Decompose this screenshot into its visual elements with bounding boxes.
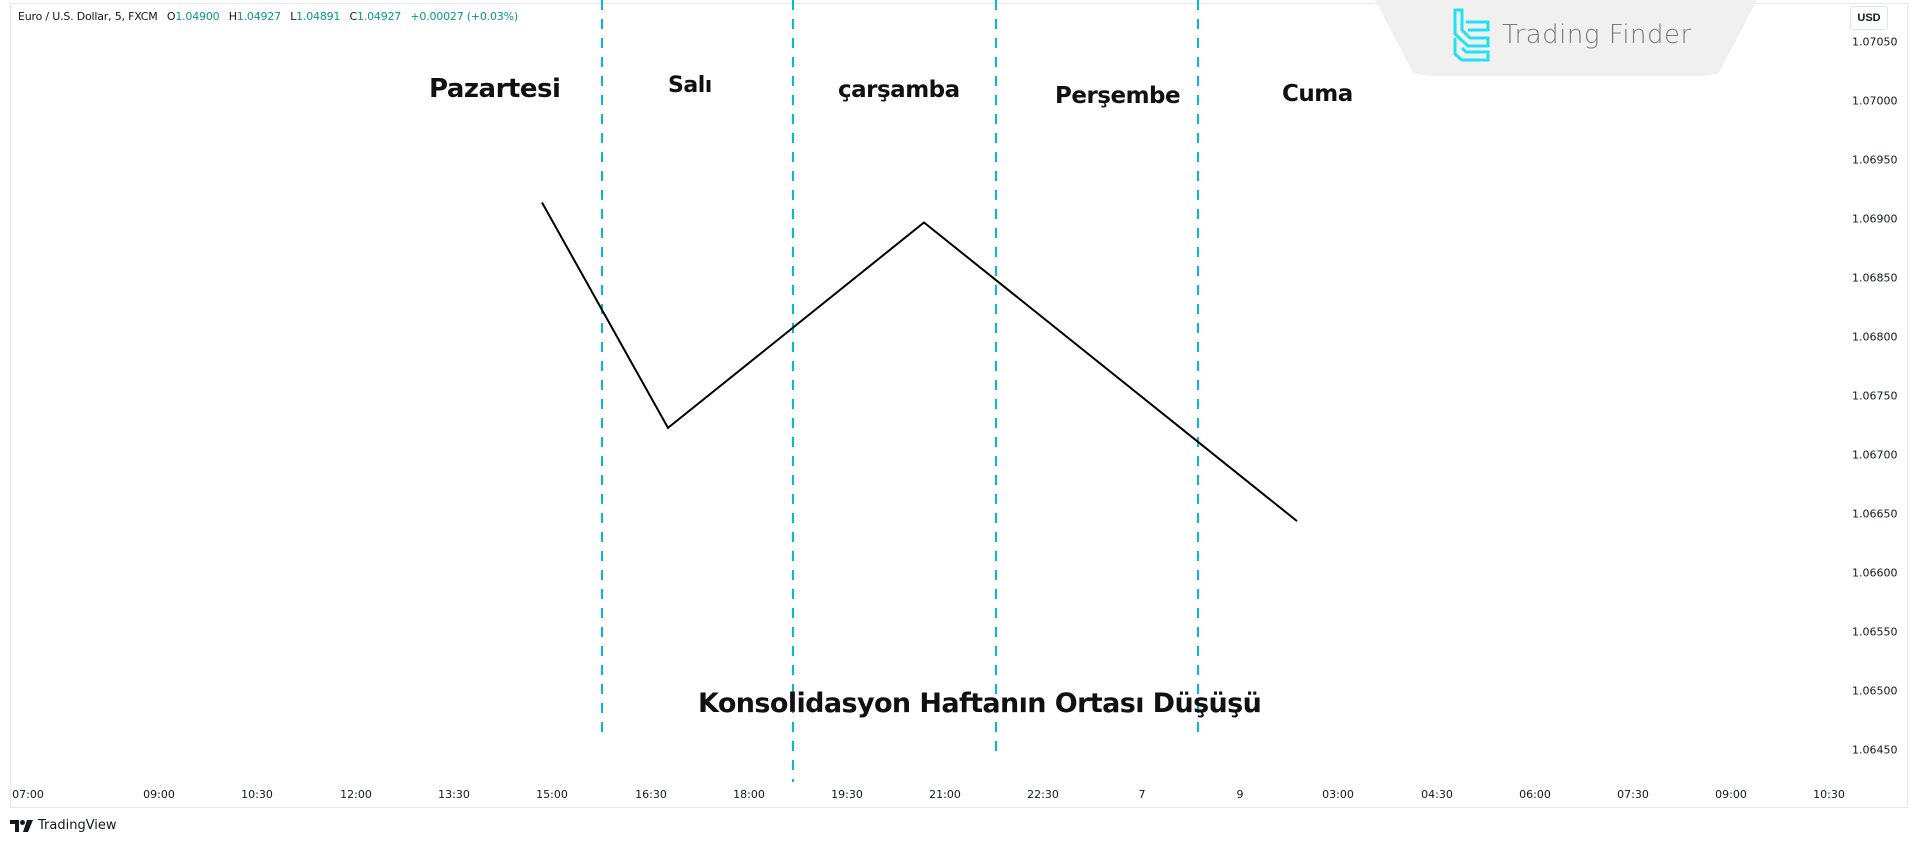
- time-tick-label: 22:30: [1027, 788, 1059, 801]
- time-tick-label: 06:00: [1519, 788, 1551, 801]
- price-path-line: [541, 202, 1298, 522]
- time-tick-label: 15:00: [536, 788, 568, 801]
- price-tick-label: 1.06600: [1852, 566, 1898, 580]
- tradingview-icon: [10, 819, 33, 832]
- day-label-tuesday: Salı: [668, 73, 712, 98]
- time-tick-label: 16:30: [635, 788, 667, 801]
- brand-name: Trading Finder: [1502, 20, 1692, 50]
- day-label-wednesday: çarşamba: [838, 77, 960, 103]
- day-label-thursday: Perşembe: [1055, 83, 1181, 109]
- tradingview-text: TradingView: [38, 818, 117, 833]
- chart-panel[interactable]: [10, 3, 1908, 808]
- price-tick-label: 1.06750: [1852, 389, 1898, 403]
- price-tick-label: 1.07000: [1852, 94, 1898, 108]
- price-tick-label: 1.06700: [1852, 448, 1898, 462]
- price-tick-label: 1.06450: [1852, 743, 1898, 757]
- trading-finder-logo: Trading Finder: [1452, 8, 1692, 62]
- time-tick-label: 12:00: [340, 788, 372, 801]
- low-value: 1.04891: [296, 10, 341, 23]
- time-tick-label: 09:00: [1715, 788, 1747, 801]
- chart-caption: Konsolidasyon Haftanın Ortası Düşüşü: [698, 688, 1262, 719]
- day-label-friday: Cuma: [1282, 81, 1353, 107]
- day-dividers: [601, 0, 1199, 782]
- time-tick-label: 10:30: [241, 788, 273, 801]
- time-tick-label: 04:30: [1421, 788, 1453, 801]
- change-value: +0.00027 (+0.03%): [410, 10, 518, 23]
- time-tick-label: 9: [1236, 788, 1244, 801]
- time-tick-label: 07:00: [12, 788, 44, 801]
- time-tick-label: 09:00: [143, 788, 175, 801]
- time-tick-label: 18:00: [733, 788, 765, 801]
- price-tick-label: 1.06550: [1852, 625, 1898, 639]
- high-value: 1.04927: [236, 10, 281, 23]
- time-tick-label: 07:30: [1617, 788, 1649, 801]
- price-tick-label: 1.06500: [1852, 684, 1898, 698]
- time-tick-label: 21:00: [929, 788, 961, 801]
- price-tick-label: 1.07050: [1852, 35, 1898, 49]
- price-tick-label: 1.06850: [1852, 271, 1898, 285]
- open-value: 1.04900: [175, 10, 220, 23]
- price-tick-label: 1.06900: [1852, 212, 1898, 226]
- trading-finder-icon: [1453, 8, 1490, 62]
- close-label: C: [349, 10, 358, 23]
- time-tick-label: 7: [1138, 788, 1146, 801]
- time-tick-label: 13:30: [438, 788, 470, 801]
- low-label: L: [290, 10, 297, 23]
- open-label: O: [166, 10, 176, 23]
- tradingview-logo[interactable]: TradingView: [10, 818, 117, 833]
- symbol-name[interactable]: Euro / U.S. Dollar, 5, FXCM: [18, 10, 158, 23]
- price-tick-label: 1.06950: [1852, 153, 1898, 167]
- high-label: H: [228, 10, 237, 23]
- close-value: 1.04927: [357, 10, 402, 23]
- time-tick-label: 03:00: [1322, 788, 1354, 801]
- currency-button[interactable]: USD: [1850, 6, 1888, 30]
- price-tick-label: 1.06650: [1852, 507, 1898, 521]
- symbol-legend: Euro / U.S. Dollar, 5, FXCM O1.04900 H1.…: [18, 10, 518, 23]
- day-label-monday: Pazartesi: [429, 74, 561, 104]
- time-tick-label: 10:30: [1813, 788, 1845, 801]
- price-tick-label: 1.06800: [1852, 330, 1898, 344]
- time-tick-label: 19:30: [831, 788, 863, 801]
- brand-banner: [1375, 0, 1757, 76]
